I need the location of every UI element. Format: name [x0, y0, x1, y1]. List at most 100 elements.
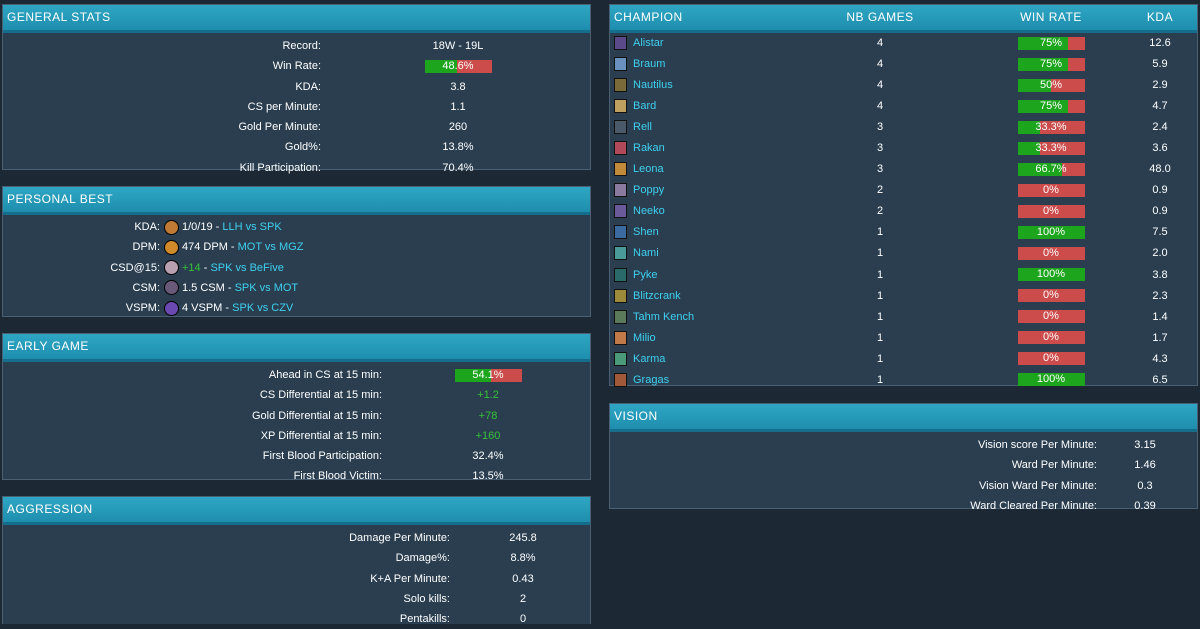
champion-row[interactable]: Nautilus 4 50% 2.9 [610, 75, 1197, 96]
match-link[interactable]: SPK vs MOT [234, 281, 299, 294]
champion-row[interactable]: Poppy 2 0% 0.9 [610, 180, 1197, 201]
personal-best-label: DPM: [132, 241, 161, 254]
win-rate-value: 48.6% [442, 59, 474, 72]
champion-portrait-icon [164, 280, 179, 296]
champion-winrate-value: 75% [1039, 99, 1063, 112]
champion-name-link[interactable]: Nami [633, 247, 659, 260]
general-stats-panel: GENERAL STATS Record: 18W - 19L Win Rate… [2, 4, 591, 174]
champion-row[interactable]: Blitzcrank 1 0% 2.3 [610, 286, 1197, 307]
champion-name-link[interactable]: Karma [633, 352, 666, 365]
early-row-gold-diff: Gold Differential at 15 min: +78 [3, 406, 590, 426]
personal-best-stat: 4 VSPM [182, 302, 223, 315]
champion-row[interactable]: Nami 1 0% 2.0 [610, 243, 1197, 264]
personal-best-stat: +14 [182, 261, 201, 274]
col-header-kda[interactable]: KDA [1146, 10, 1174, 24]
champion-row[interactable]: Tahm Kench 1 0% 1.4 [610, 307, 1197, 328]
personal-best-row: CSM: 1.5 CSM - SPK vs MOT [3, 278, 590, 298]
champion-winrate-value: 33.3% [1035, 141, 1067, 154]
champion-row[interactable]: Bard 4 75% 4.7 [610, 96, 1197, 117]
match-link[interactable]: LLH vs SPK [222, 221, 282, 233]
champion-winrate-bar: 0% [1017, 310, 1085, 324]
champion-winrate-bar: 100% [1017, 268, 1085, 282]
champion-row[interactable]: Alistar 4 75% 12.6 [610, 33, 1197, 54]
personal-best-stat: 1.5 CSM [182, 281, 225, 294]
champion-kda: 0.9 [1152, 205, 1168, 218]
win-rate-bar: 48.6% [424, 59, 492, 73]
champion-winrate-bar: 33.3% [1017, 141, 1085, 155]
champion-winrate-value: 100% [1036, 373, 1066, 386]
personal-best-title: PERSONAL BEST [3, 187, 590, 215]
champion-name-link[interactable]: Gragas [633, 373, 670, 386]
champion-row[interactable]: Rakan 3 33.3% 3.6 [610, 138, 1197, 159]
aggression-label: Solo kills: [403, 592, 450, 605]
champion-winrate-bar: 0% [1017, 183, 1085, 197]
champion-name-link[interactable]: Blitzcrank [633, 289, 681, 302]
champion-name-link[interactable]: Shen [633, 226, 659, 239]
champion-row[interactable]: Rell 3 33.3% 2.4 [610, 117, 1197, 138]
champion-portrait-icon [614, 225, 627, 240]
stat-value: 13.8% [442, 141, 474, 154]
champion-name-link[interactable]: Rakan [633, 142, 665, 155]
champion-games: 1 [876, 310, 884, 323]
aggression-row: Damage Per Minute: 245.8 [3, 528, 590, 548]
champion-winrate-cell: 75% [1001, 33, 1101, 54]
col-header-win-rate[interactable]: WIN RATE [1020, 10, 1082, 24]
champion-kda: 6.5 [1152, 373, 1168, 386]
match-link[interactable]: SPK vs CZV [232, 302, 294, 315]
personal-best-row: KDA: 1/0/19 - LLH vs SPK [3, 217, 590, 237]
champion-row[interactable]: Neeko 2 0% 0.9 [610, 201, 1197, 222]
champion-name-link[interactable]: Nautilus [633, 79, 673, 92]
champion-kda: 4.3 [1152, 352, 1168, 365]
match-link[interactable]: MOT vs MGZ [237, 241, 304, 254]
early-label: Gold Differential at 15 min: [251, 409, 382, 422]
champion-name-link[interactable]: Rell [633, 121, 652, 134]
match-link[interactable]: SPK vs BeFive [210, 261, 284, 274]
champion-winrate-cell: 0% [1001, 286, 1101, 307]
champion-row[interactable]: Gragas 1 100% 6.5 [610, 370, 1197, 391]
champion-winrate-value: 0% [1043, 310, 1059, 323]
champion-winrate-cell: 75% [1001, 54, 1101, 75]
col-header-nb-games[interactable]: NB GAMES [846, 10, 914, 24]
champion-name-link[interactable]: Leona [633, 163, 664, 176]
champion-portrait-icon [614, 120, 627, 135]
vision-row: Vision Ward Per Minute: 0.3 [610, 476, 1197, 496]
champion-portrait-icon [614, 246, 627, 261]
champion-name-link[interactable]: Braum [633, 58, 666, 71]
champion-name-link[interactable]: Bard [633, 100, 657, 113]
champion-row[interactable]: Leona 3 66.7% 48.0 [610, 159, 1197, 180]
champion-name-link[interactable]: Milio [633, 331, 656, 344]
champion-table-panel: CHAMPION NB GAMES WIN RATE KDA Alistar 4 7… [609, 4, 1198, 387]
personal-best-row: VSPM: 4 VSPM - SPK vs CZV [3, 298, 590, 318]
champion-name-link[interactable]: Pyke [633, 268, 658, 281]
champion-row[interactable]: Braum 4 75% 5.9 [610, 54, 1197, 75]
champion-winrate-bar: 0% [1017, 204, 1085, 218]
personal-best-row: DPM: 474 DPM - MOT vs MGZ [3, 237, 590, 257]
col-header-champion[interactable]: CHAMPION [614, 10, 683, 24]
champion-name-link[interactable]: Poppy [633, 184, 665, 197]
champion-games: 3 [876, 163, 884, 176]
stat-row-gold-per-minute: Gold Per Minute: 260 [3, 117, 590, 137]
champion-name-link[interactable]: Alistar [633, 37, 664, 49]
champion-winrate-value: 33.3% [1035, 120, 1067, 133]
champion-portrait-icon [614, 351, 627, 366]
champion-row[interactable]: Karma 1 0% 4.3 [610, 349, 1197, 370]
champion-winrate-cell: 0% [1001, 328, 1101, 349]
champion-name-link[interactable]: Tahm Kench [633, 310, 695, 323]
stat-value: 1.1 [450, 100, 466, 113]
champion-winrate-fill [1017, 57, 1068, 71]
champion-portrait-icon [614, 99, 627, 114]
champion-row[interactable]: Shen 1 100% 7.5 [610, 222, 1197, 243]
champion-row[interactable]: Pyke 1 100% 3.8 [610, 265, 1197, 286]
champion-kda: 48.0 [1149, 163, 1171, 176]
champion-row[interactable]: Milio 1 0% 1.7 [610, 328, 1197, 349]
champion-name-link[interactable]: Neeko [633, 205, 665, 218]
champion-portrait-icon [614, 288, 627, 303]
vision-row: Ward Cleared Per Minute: 0.39 [610, 496, 1197, 516]
champion-winrate-value: 0% [1043, 289, 1059, 302]
champion-portrait-icon [164, 260, 179, 276]
vision-value: 0.3 [1137, 479, 1153, 492]
champion-winrate-value: 75% [1039, 36, 1063, 49]
stat-label: Gold Per Minute: [238, 121, 321, 134]
early-value: 32.4% [472, 450, 504, 463]
champion-winrate-value: 0% [1043, 183, 1059, 196]
